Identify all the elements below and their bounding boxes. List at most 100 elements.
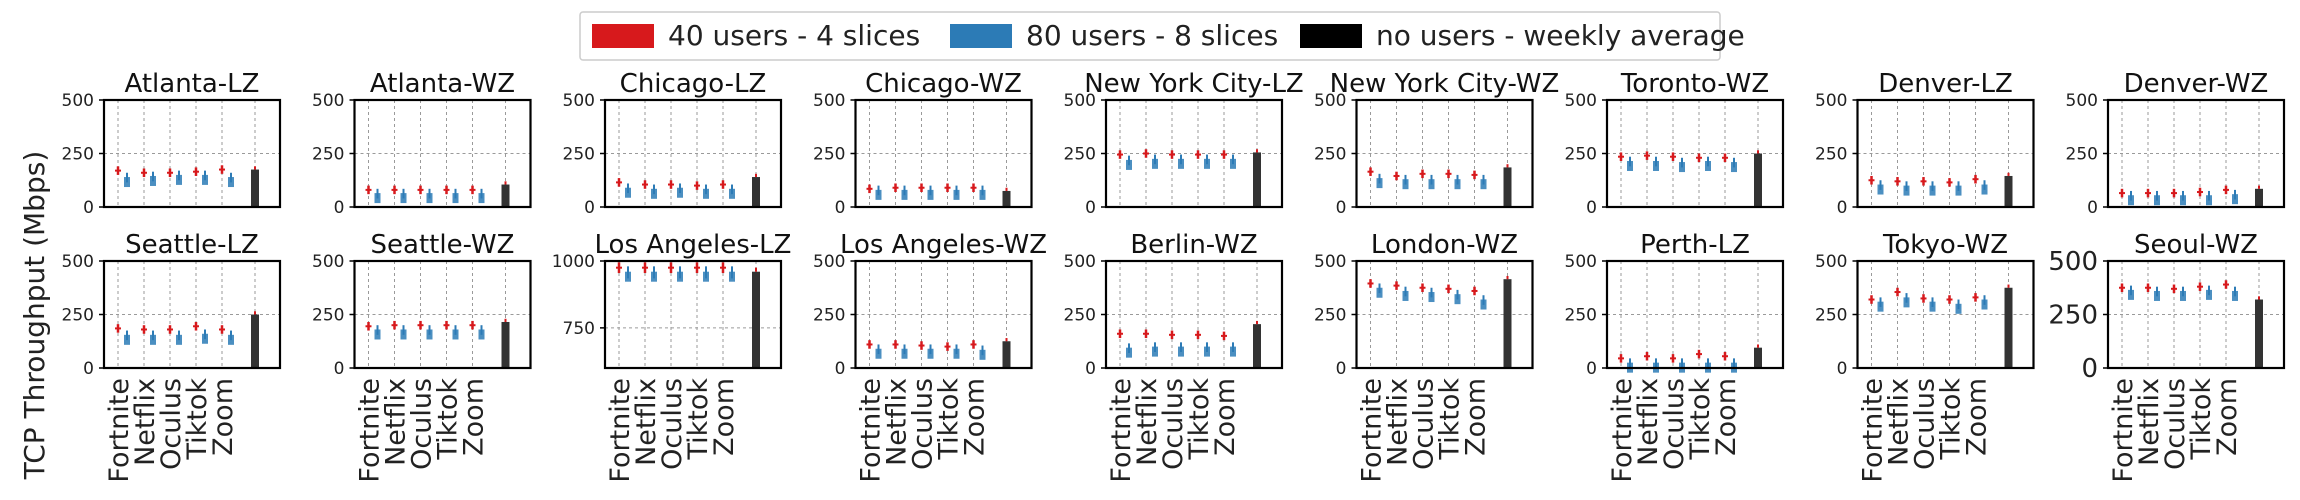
x-tick-label-oculus: Oculus [908, 378, 939, 470]
bar-no-users [2004, 287, 2013, 368]
x-tick-label-fortnite: Fortnite [605, 378, 636, 483]
y-tick-label: 500 [2048, 247, 2098, 277]
y-tick-label: 500 [1314, 91, 1346, 111]
y-tick-label: 250 [1314, 145, 1346, 165]
panel-seattle-wz: 0 250 500 Seattle-WZ FortniteNetflixOculusTi… [312, 230, 532, 483]
x-tick-label-zoom: Zoom [1711, 378, 1742, 456]
y-tick-label: 0 [1837, 359, 1848, 379]
y-tick-label: 0 [2087, 198, 2098, 218]
panel-toronto-wz: 0 250 500 Toronto-WZ [1565, 69, 1785, 218]
y-tick-label: 0 [83, 198, 94, 218]
panel-title: Denver-LZ [1878, 69, 2013, 99]
x-tick-label-zoom: Zoom [208, 378, 239, 456]
x-tick-label-netflix: Netflix [1132, 378, 1163, 466]
x-tick-label-tiktok: Tiktok [1936, 378, 1967, 461]
y-tick-label: 250 [1815, 145, 1847, 165]
y-tick-label: 250 [1064, 145, 1096, 165]
bar-no-users [1002, 190, 1011, 207]
y-tick-label: 500 [2066, 91, 2098, 111]
x-tick-label-fortnite: Fortnite [1858, 378, 1889, 483]
panel-atlanta-wz: 0 250 500 Atlanta-WZ [312, 69, 532, 218]
legend-label-no-users: no users - weekly average [1376, 19, 1745, 52]
y-tick-label: 0 [1837, 198, 1848, 218]
legend-swatch-40-users [592, 24, 654, 48]
x-tick-label-zoom: Zoom [1962, 378, 1993, 456]
x-tick-label-oculus: Oculus [407, 378, 438, 470]
legend-swatch-no-users [1300, 24, 1362, 48]
y-tick-label: 500 [1314, 252, 1346, 272]
y-tick-label: 0 [835, 359, 846, 379]
x-tick-label-tiktok: Tiktok [683, 378, 714, 461]
bar-no-users [251, 314, 259, 368]
x-tick-label-oculus: Oculus [2160, 378, 2191, 470]
x-tick-label-oculus: Oculus [1409, 378, 1440, 470]
y-tick-label: 500 [312, 91, 344, 111]
y-tick-label: 250 [2066, 145, 2098, 165]
x-tick-label-zoom: Zoom [1461, 378, 1492, 456]
y-tick-label: 250 [1565, 306, 1597, 326]
y-tick-label: 250 [312, 306, 344, 326]
y-tick-label: 1000 [552, 252, 595, 272]
panel-title: Seoul-WZ [2134, 230, 2258, 260]
legend-label-80-users: 80 users - 8 slices [1026, 19, 1278, 52]
panel-tokyo-wz: 0 250 500 Tokyo-WZ FortniteNetflixOculusTikt… [1815, 230, 2035, 483]
x-tick-label-zoom: Zoom [459, 378, 490, 456]
panel-title: Perth-LZ [1640, 230, 1750, 260]
y-tick-label: 0 [1085, 198, 1096, 218]
bar-no-users [1503, 167, 1512, 207]
bar-no-users [2255, 299, 2263, 368]
panel-seoul-wz: 0 250 500 Seoul-WZ FortniteNetflixOculusTikt… [2048, 230, 2286, 483]
y-tick-label: 500 [1565, 91, 1597, 111]
y-tick-label: 500 [312, 252, 344, 272]
y-tick-label: 750 [563, 319, 595, 339]
y-tick-label: 0 [334, 359, 345, 379]
bar-no-users [501, 184, 510, 207]
y-tick-label: 500 [1815, 91, 1847, 111]
x-tick-label-tiktok: Tiktok [1435, 378, 1466, 461]
x-tick-label-tiktok: Tiktok [433, 378, 464, 461]
y-tick-label: 0 [1336, 359, 1347, 379]
y-tick-label: 250 [312, 145, 344, 165]
y-tick-label: 0 [584, 198, 595, 218]
x-tick-label-netflix: Netflix [381, 378, 412, 466]
legend-label-40-users: 40 users - 4 slices [668, 19, 920, 52]
bar-no-users [1253, 152, 1261, 207]
y-tick-label: 0 [83, 359, 94, 379]
x-tick-label-oculus: Oculus [156, 378, 187, 470]
panel-chicago-wz: 0 250 500 Chicago-WZ [813, 69, 1033, 218]
y-tick-label: 250 [1565, 145, 1597, 165]
x-tick-label-netflix: Netflix [882, 378, 913, 466]
panel-title: Tokyo-WZ [1882, 230, 2008, 260]
y-tick-label: 500 [813, 252, 845, 272]
y-tick-label: 250 [62, 145, 94, 165]
panels-group: 0 250 500 Atlanta-LZ 0 250 500 Atlanta-WZ 0 250 50… [62, 69, 2286, 483]
y-tick-label: 250 [813, 145, 845, 165]
x-tick-label-zoom: Zoom [1210, 378, 1241, 456]
y-tick-label: 0 [1586, 359, 1597, 379]
panel-title: Atlanta-WZ [370, 69, 515, 99]
x-tick-label-oculus: Oculus [1910, 378, 1941, 470]
panel-frame [603, 259, 783, 370]
legend-swatch-80-users [950, 24, 1012, 48]
panel-title: Denver-WZ [2124, 69, 2269, 99]
panel-title: Seattle-LZ [125, 230, 259, 260]
panel-title: Seattle-WZ [371, 230, 515, 260]
x-tick-label-netflix: Netflix [1383, 378, 1414, 466]
panel-title: Chicago-WZ [865, 69, 1022, 99]
y-tick-label: 250 [1314, 306, 1346, 326]
x-tick-label-netflix: Netflix [130, 378, 161, 466]
x-tick-label-zoom: Zoom [709, 378, 740, 456]
x-tick-label-zoom: Zoom [960, 378, 991, 456]
y-tick-label: 0 [334, 198, 345, 218]
panel-title: Los Angeles-LZ [595, 230, 792, 260]
panel-perth-lz: 0 250 500 Perth-LZ FortniteNetflixOculusTikt… [1565, 230, 1785, 483]
bar-no-users [752, 271, 760, 368]
x-tick-label-oculus: Oculus [1158, 378, 1189, 470]
panel-atlanta-lz: 0 250 500 Atlanta-LZ [62, 69, 282, 218]
y-tick-label: 500 [1064, 252, 1096, 272]
x-tick-label-tiktok: Tiktok [1685, 378, 1716, 461]
y-tick-label: 250 [1815, 306, 1847, 326]
